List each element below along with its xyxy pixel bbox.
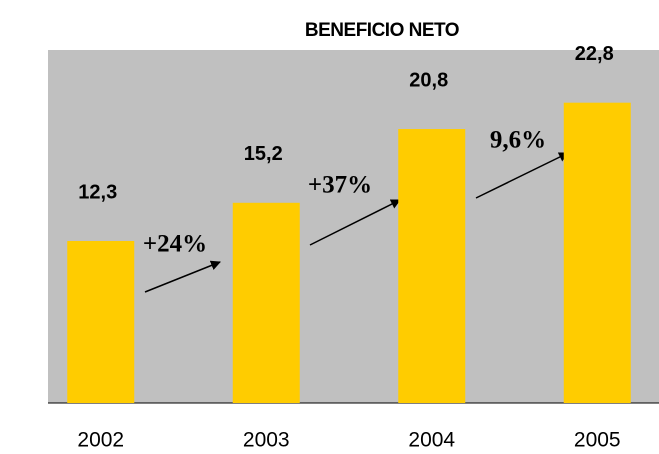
value-label: 15,2 <box>244 143 283 165</box>
bar <box>232 202 300 403</box>
annotation: 9,6% <box>490 127 546 154</box>
x-tick-label: 2002 <box>77 429 124 452</box>
x-tick-label: 2005 <box>574 429 621 452</box>
annotation: +37% <box>308 172 372 199</box>
arrow <box>309 199 401 246</box>
bar <box>398 129 466 403</box>
x-tick-label: 2003 <box>243 429 290 452</box>
arrow <box>144 260 221 293</box>
plot-area <box>48 50 659 403</box>
chart-title: BENEFICIO NETO <box>305 20 459 41</box>
bar <box>563 102 631 403</box>
value-label: 20,8 <box>409 69 448 91</box>
x-tick-label: 2004 <box>408 429 455 452</box>
annotation: +24% <box>143 231 207 258</box>
arrow <box>475 152 569 199</box>
value-label: 12,3 <box>78 181 117 203</box>
value-label: 22,8 <box>575 43 614 65</box>
bar <box>67 240 135 403</box>
